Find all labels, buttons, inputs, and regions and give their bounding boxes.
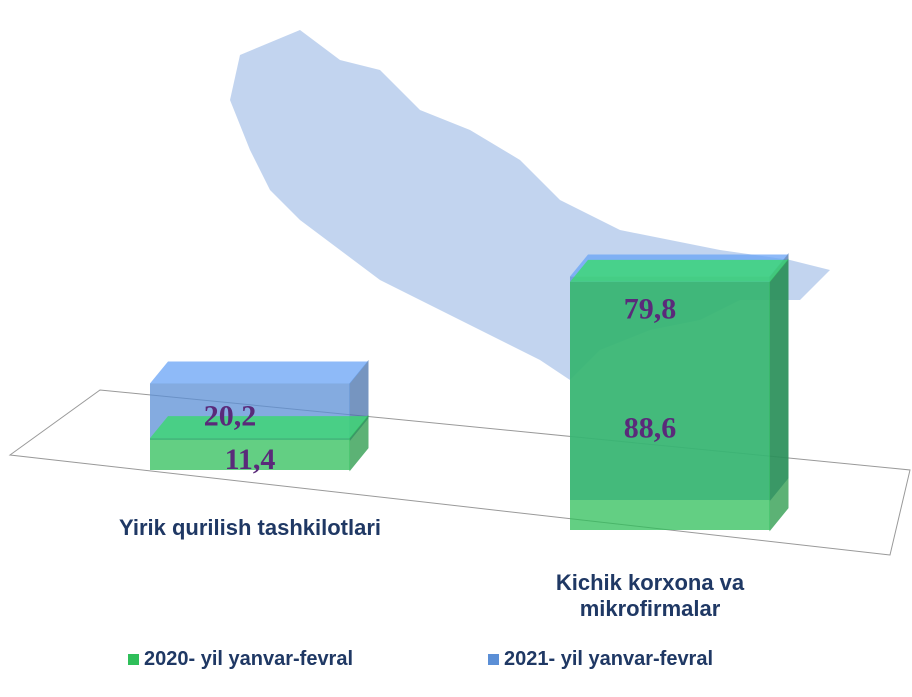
- bar-top: [570, 259, 788, 282]
- bars: 11,4 88,6 20,2 79,8: [150, 253, 789, 532]
- bar-top: [150, 416, 368, 439]
- category-label: Yirik qurilish tashkilotlari: [118, 515, 382, 540]
- value-label: 88,6: [624, 412, 677, 445]
- legend-swatch: [488, 654, 499, 665]
- legend-item: 2021- yil yanvar-fevral: [488, 648, 713, 671]
- legend-label: 2021- yil yanvar-fevral: [504, 648, 714, 670]
- bar-top: [150, 361, 368, 384]
- legend-swatch: [128, 654, 139, 665]
- legend-item: 2020- yil yanvar-fevral: [128, 648, 353, 671]
- bar: [150, 438, 350, 470]
- category-label: Kichik korxona va mikrofirmalar: [555, 570, 745, 621]
- legend-label: 2020- yil yanvar-fevral: [144, 648, 354, 670]
- bar-side: [769, 258, 789, 532]
- value-label: 20,2: [204, 399, 257, 432]
- value-label: 79,8: [624, 292, 677, 325]
- value-label: 11,4: [225, 443, 276, 476]
- bar: [570, 281, 770, 530]
